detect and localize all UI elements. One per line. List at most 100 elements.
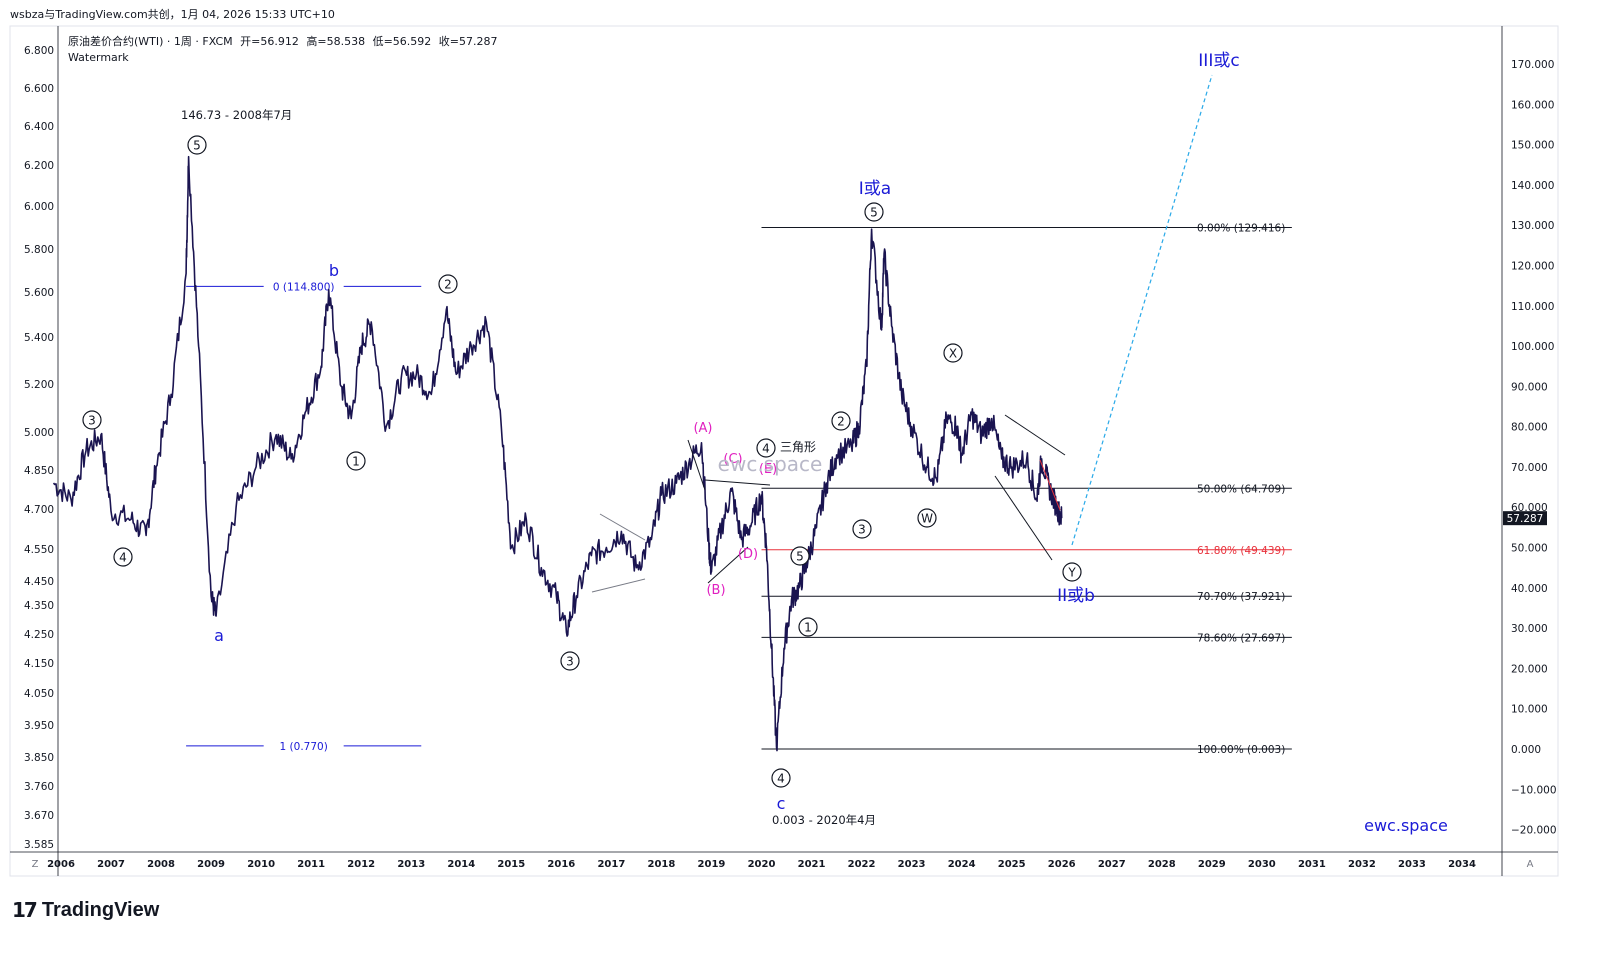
left-axis-tick-label: 4.700	[24, 504, 54, 516]
trendline[interactable]	[591, 578, 646, 593]
fibonacci-levels[interactable]: 0.00% (129.416) 50.00% (64.709) 61.80% (49…	[186, 223, 1292, 756]
chart-frame	[9, 25, 1559, 877]
trough-note: 0.003 - 2020年4月	[772, 813, 876, 827]
time-axis-tick-label: 2015	[497, 859, 525, 870]
legend-close-label: 收=	[438, 35, 460, 48]
left-axis-tick-label: 4.150	[24, 658, 54, 670]
time-axis-tick-label: 2033	[1398, 859, 1426, 870]
wave-c-label: c	[777, 794, 786, 813]
time-axis-tick-label: 2028	[1148, 859, 1176, 870]
left-axis-tick-label: 3.670	[24, 810, 54, 822]
wave-circle-label: 5	[796, 550, 804, 564]
wave-circle-marker[interactable]	[917, 508, 937, 528]
wave-circle-marker[interactable]	[864, 202, 884, 222]
wave-circle-label: W	[921, 512, 933, 526]
price-line	[52, 155, 1063, 752]
legend-high-label: 高=	[306, 35, 327, 48]
legend-symbol[interactable]: 原油差价合约(WTI) · 1周 · FXCM	[68, 35, 233, 48]
triangle-line[interactable]	[687, 439, 706, 491]
triangle-leg-label: (B)	[706, 583, 725, 598]
tradingview-logo[interactable]: 17 TradingView	[12, 898, 159, 922]
faint-watermark: ewc.space	[718, 452, 823, 476]
drawings[interactable]	[591, 74, 1213, 593]
fib-left-label: 1 (0.770)	[280, 741, 328, 753]
fib-left-label: 0 (114.800)	[273, 281, 335, 293]
wave-circle-marker[interactable]	[1062, 562, 1082, 582]
wave-circle-marker[interactable]	[113, 547, 133, 567]
wave-circle-marker[interactable]	[798, 617, 818, 637]
right-axis-tick-label: −20.000	[1511, 825, 1557, 837]
left-axis-tick-label: 6.200	[24, 160, 54, 172]
left-axis-tick-label: 6.000	[24, 201, 54, 213]
right-axis-tick-label: 130.000	[1511, 220, 1554, 232]
time-axis-tick-label: 2034	[1448, 859, 1476, 870]
right-price-axis[interactable]: 170.000 160.000 150.000 140.000 130.000 120.0…	[1503, 59, 1557, 837]
brand-watermark: ewc.space	[1364, 816, 1448, 835]
wave-circle-marker[interactable]	[943, 343, 963, 363]
axis-corner-left[interactable]: Z	[32, 859, 39, 870]
right-axis-tick-label: 40.000	[1511, 583, 1548, 595]
time-axis-tick-label: 2018	[648, 859, 676, 870]
time-axis[interactable]: 2006 2007 2008 2009 2010 2011 2012 2013 2014 2015…	[32, 859, 1534, 870]
fib-level-label: 70.70% (37.921)	[1197, 591, 1285, 603]
wave-circle-marker[interactable]	[771, 768, 791, 788]
time-axis-tick-label: 2026	[1048, 859, 1076, 870]
left-axis-tick-label: 4.450	[24, 576, 54, 588]
legend-watermark: Watermark	[68, 51, 129, 64]
time-axis-tick-label: 2016	[547, 859, 575, 870]
time-axis-tick-label: 2029	[1198, 859, 1226, 870]
wave-circle-marker[interactable]	[790, 546, 810, 566]
left-axis-tick-label: 5.200	[24, 379, 54, 391]
right-axis-tick-label: 160.000	[1511, 99, 1554, 111]
wave-circle-label: X	[949, 347, 957, 361]
right-axis-tick-label: 120.000	[1511, 260, 1554, 272]
tradingview-brand: TradingView	[41, 898, 160, 921]
time-axis-tick-label: 2008	[147, 859, 175, 870]
wave-circle-marker[interactable]	[346, 451, 366, 471]
triangle-line[interactable]	[707, 546, 749, 584]
trendline[interactable]	[599, 513, 646, 541]
left-price-axis[interactable]: 6.800 6.600 6.400 6.200 6.000 5.800 5.600 5.400…	[24, 45, 54, 851]
wave-circle-marker[interactable]	[831, 411, 851, 431]
wave-circle-label: 4	[777, 772, 785, 786]
axis-corner-right[interactable]: A	[1527, 859, 1534, 870]
triangle-leg-label: (A)	[693, 421, 712, 436]
left-axis-tick-label: 4.550	[24, 544, 54, 556]
wave-circle-label: 4	[119, 551, 127, 565]
left-axis-tick-label: 3.585	[24, 839, 54, 851]
triangle-leg-label: (D)	[738, 547, 758, 562]
last-price-tag	[1503, 511, 1547, 526]
time-axis-tick-label: 2032	[1348, 859, 1376, 870]
time-axis-tick-label: 2011	[297, 859, 325, 870]
wave-b-label: b	[329, 261, 339, 280]
wave-circle-label: 5	[870, 206, 878, 220]
red-trendline[interactable]	[1039, 459, 1061, 511]
wave-circle-marker[interactable]	[560, 651, 580, 671]
wedge-line[interactable]	[1004, 414, 1066, 456]
right-axis-tick-label: 80.000	[1511, 422, 1548, 434]
price-series	[52, 155, 1063, 752]
wedge-line[interactable]	[994, 475, 1053, 561]
wave-labels[interactable]: 5 3 4 1 2 3 4 5 1 2 3 4 5 W X Y (A) (B) (C) (D) (E) 146.73 - …	[82, 51, 1448, 835]
wave-circle-label: 2	[837, 415, 845, 429]
wave-circle-marker[interactable]	[187, 135, 207, 155]
wave-circle-marker[interactable]	[82, 410, 102, 430]
right-axis-tick-label: 140.000	[1511, 180, 1554, 192]
wave-circle-marker[interactable]	[852, 519, 872, 539]
left-axis-tick-label: 3.760	[24, 781, 54, 793]
triangle-line[interactable]	[704, 479, 771, 486]
fib-level-label: 50.00% (64.709)	[1197, 483, 1285, 495]
time-axis-tick-label: 2014	[447, 859, 475, 870]
legend-symbol-row: 原油差价合约(WTI) · 1周 · FXCM 开=56.912 高=58.53…	[68, 34, 502, 50]
last-price-tag-label: 57.287	[1507, 513, 1544, 525]
wave-a-label: a	[214, 626, 224, 645]
wave-circle-label: 1	[352, 455, 360, 469]
projection-line[interactable]	[1071, 74, 1213, 546]
wave-circle-marker[interactable]	[756, 438, 776, 458]
left-axis-tick-label: 5.000	[24, 427, 54, 439]
wave-IIIc-label: III或c	[1198, 51, 1239, 71]
wave-circle-marker[interactable]	[438, 274, 458, 294]
wave-circle-label: 2	[444, 278, 452, 292]
wave-circle-label: 5	[193, 139, 201, 153]
